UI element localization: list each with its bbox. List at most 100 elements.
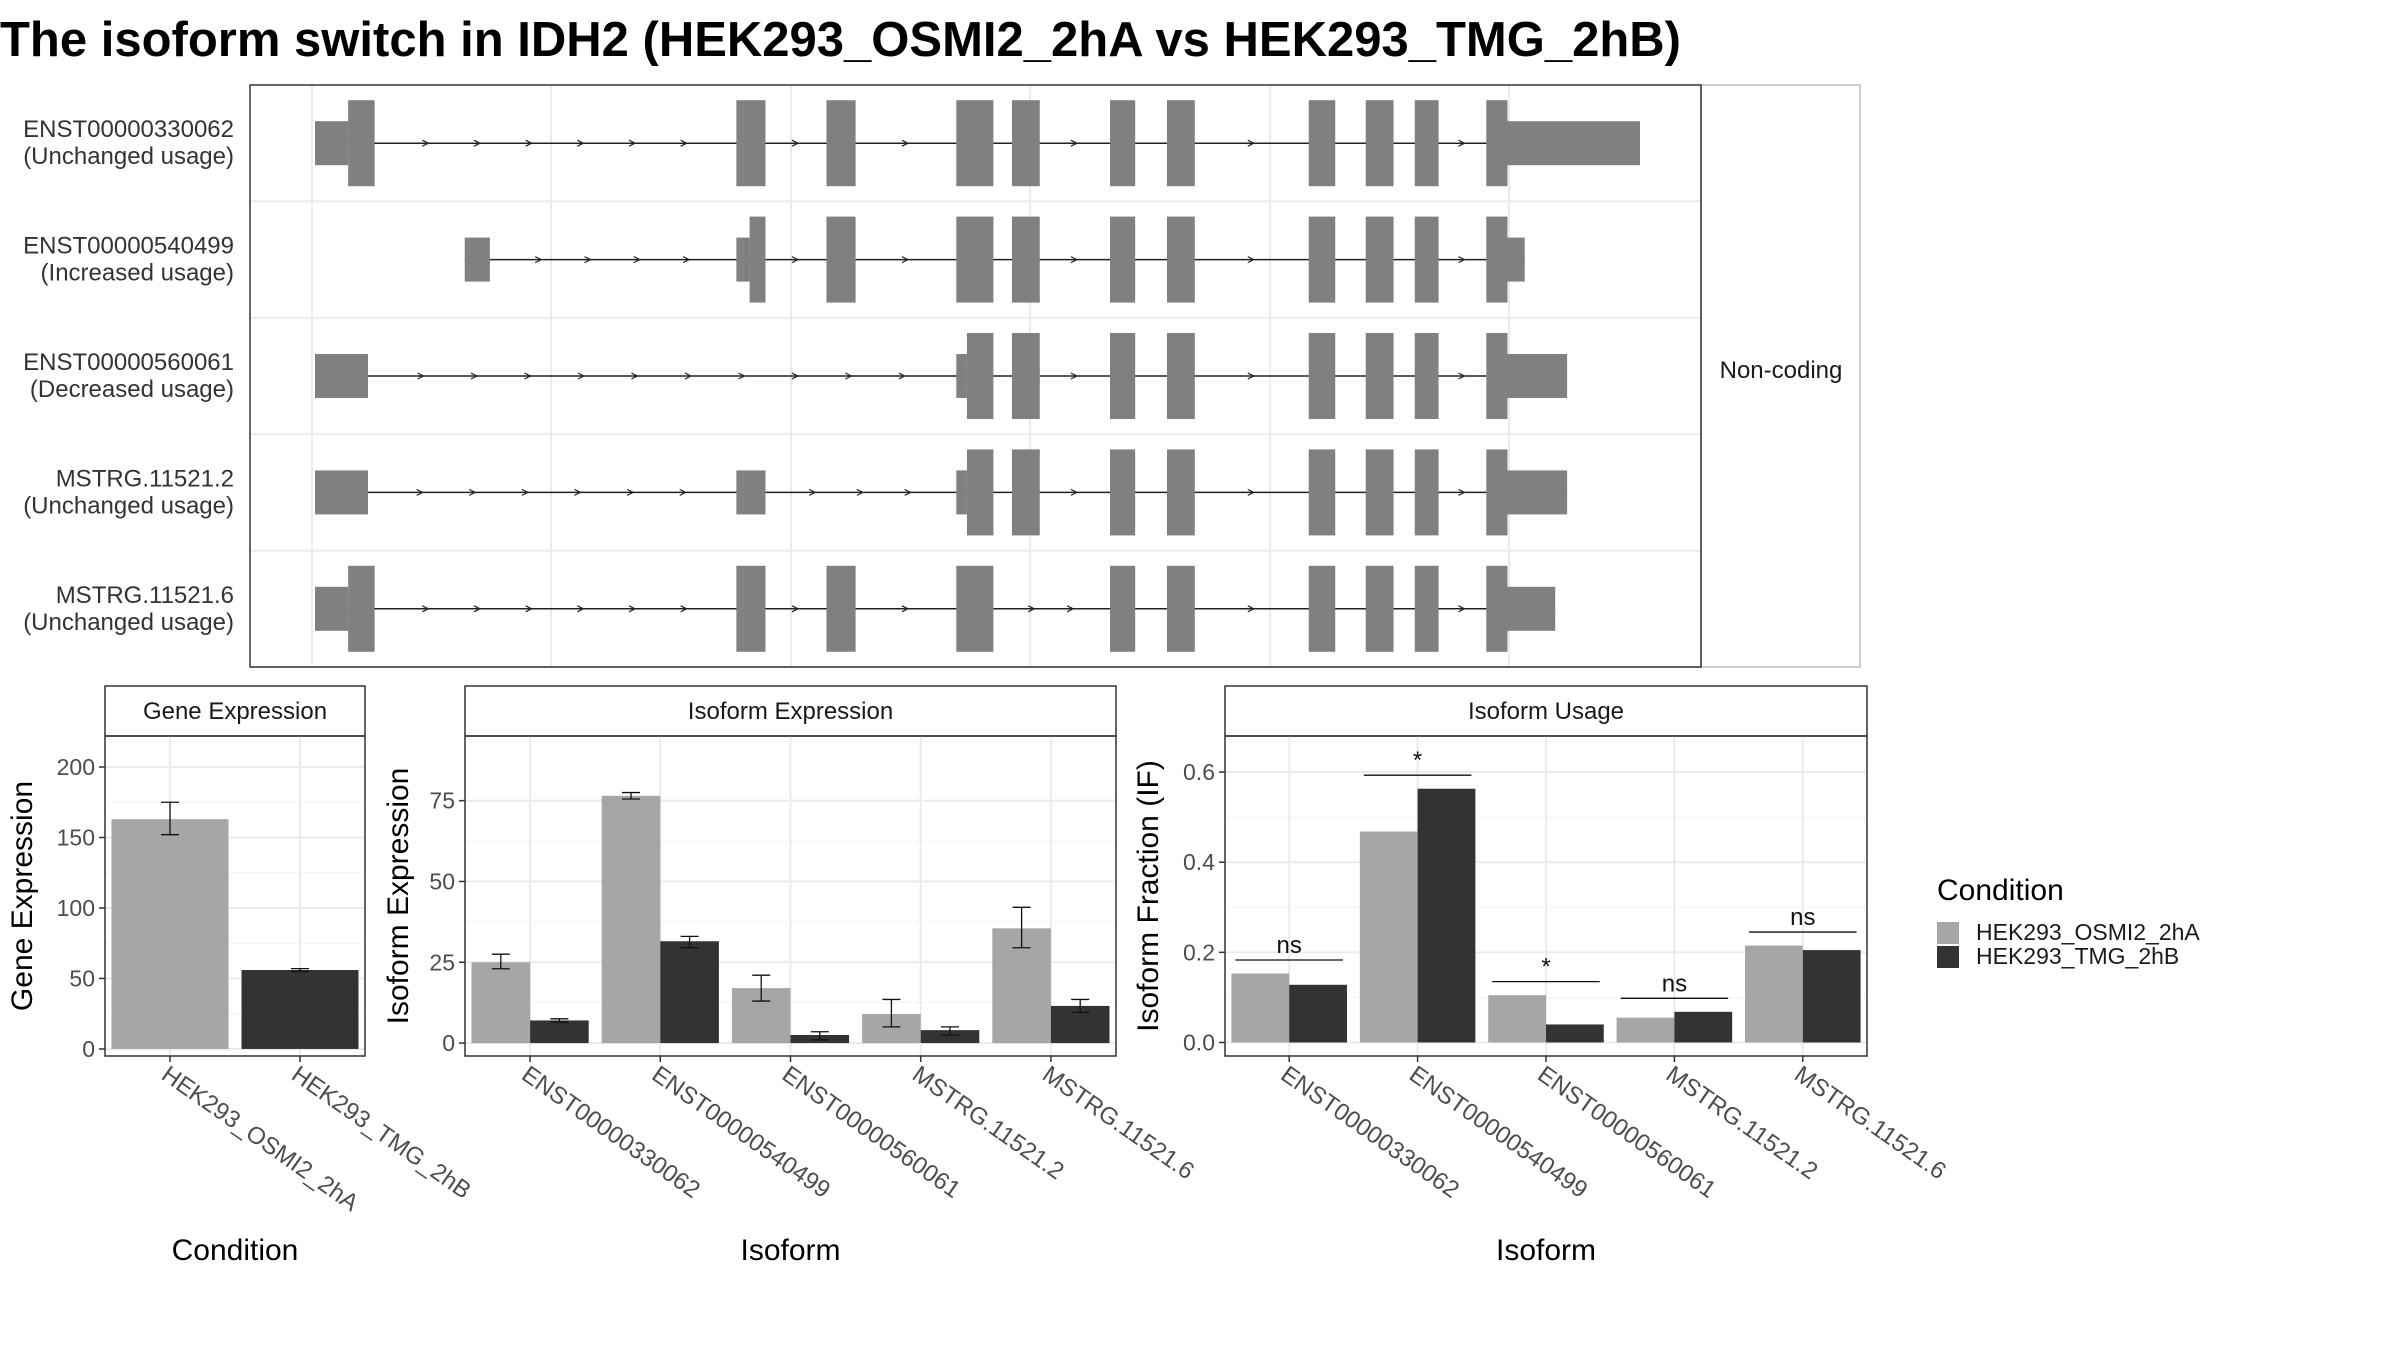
isoform-expression-panel: Isoform Expression0255075ENST00000330062…: [382, 685, 1199, 1267]
direction-arrow: [631, 372, 639, 380]
exon-block: [1486, 216, 1508, 303]
direction-arrow: [1458, 605, 1466, 613]
significance-label: *: [1413, 747, 1422, 774]
direction-arrow: [525, 605, 533, 613]
exon-block: [1011, 216, 1040, 303]
strip-box: [1224, 685, 1868, 737]
exon-block: [956, 354, 967, 398]
exon-block: [1166, 333, 1195, 419]
direction-arrow: [626, 488, 635, 496]
significance-label: *: [1541, 954, 1550, 981]
exon-block: [1011, 449, 1040, 536]
direction-arrow: [416, 488, 424, 496]
exon-block: [1166, 565, 1195, 652]
transcript-usage-label: (Increased usage): [41, 260, 234, 287]
direction-arrow: [791, 139, 800, 147]
direction-arrow: [1070, 488, 1079, 496]
direction-arrow: [577, 139, 585, 147]
direction-arrow: [524, 372, 532, 380]
exon-block: [1507, 237, 1525, 282]
significance-label: ns: [1662, 970, 1687, 997]
bar: [1289, 984, 1347, 1043]
exon-block: [956, 470, 967, 515]
isoform-usage-panel: Isoform Usagens**nsns0.00.20.40.6ENST000…: [1132, 685, 1951, 1267]
direction-arrow: [1247, 605, 1256, 613]
direction-arrow: [845, 372, 853, 380]
transcript-id-label: ENST00000540499: [23, 233, 234, 260]
transcript-id-label: MSTRG.11521.2: [56, 465, 234, 492]
direction-arrow: [901, 605, 910, 613]
exon-block: [1414, 333, 1439, 419]
exon-block: [348, 100, 375, 187]
bar: [1616, 1017, 1675, 1043]
exon-block: [1308, 100, 1336, 187]
y-axis-title: Isoform Expression: [382, 768, 415, 1025]
bar: [920, 1030, 980, 1044]
bar: [1802, 950, 1861, 1043]
y-axis-title: Gene Expression: [6, 781, 39, 1011]
transcript-id-label: ENST00000330062: [23, 116, 234, 143]
isoform-structure-panel: ENST00000330062(Unchanged usage) ENST0000…: [23, 84, 1861, 668]
exon-block: [1365, 333, 1394, 419]
exon-block: [1365, 216, 1394, 303]
exon-block: [736, 565, 766, 652]
bar: [1359, 831, 1418, 1043]
legend-entry-label: HEK293_OSMI2_2hA: [1976, 919, 2200, 945]
exon-block: [1166, 100, 1195, 187]
direction-arrow: [584, 256, 592, 264]
bar: [1417, 788, 1476, 1043]
legend-entry-label: HEK293_TMG_2hB: [1976, 943, 2179, 969]
transcript-id-label: MSTRG.11521.6: [56, 582, 234, 609]
exon-block: [1486, 449, 1508, 536]
y-tick-label: 75: [429, 788, 455, 814]
direction-arrow: [534, 256, 543, 264]
exon-block: [315, 354, 368, 398]
direction-arrow: [1070, 372, 1079, 380]
exon-block: [1365, 449, 1394, 536]
exon-block: [1507, 470, 1568, 515]
y-tick-label: 0.6: [1183, 759, 1215, 785]
legend-title: Condition: [1937, 874, 2064, 907]
exon-block: [826, 565, 856, 652]
bar: [1231, 973, 1290, 1043]
exon-block: [1110, 565, 1136, 652]
exon-block: [1308, 333, 1336, 419]
exon-block: [736, 100, 766, 187]
exon-block: [749, 216, 766, 303]
direction-arrow: [791, 256, 800, 264]
y-tick-label: 150: [57, 824, 95, 850]
direction-arrow: [521, 488, 530, 496]
transcript-usage-label: (Decreased usage): [30, 376, 234, 403]
direction-arrow: [577, 605, 585, 613]
strip-title: Isoform Usage: [1468, 698, 1624, 725]
exon-block: [315, 121, 349, 166]
exon-block: [1110, 216, 1136, 303]
exon-block: [1507, 586, 1556, 631]
legend-swatch: [1937, 922, 1959, 944]
direction-arrow: [680, 139, 689, 147]
structure-strip-box: [1700, 84, 1861, 668]
direction-arrow: [791, 372, 800, 380]
exon-block: [1507, 354, 1568, 398]
transcript-usage-label: (Unchanged usage): [23, 143, 234, 170]
direction-arrow: [1070, 139, 1079, 147]
exon-block: [956, 216, 994, 303]
direction-arrow: [856, 488, 865, 496]
direction-arrow: [1458, 256, 1466, 264]
direction-arrow: [1247, 488, 1256, 496]
exon-block: [1011, 333, 1040, 419]
direction-arrow: [417, 372, 425, 380]
exon-block: [1110, 333, 1136, 419]
exon-block: [1011, 100, 1040, 187]
exon-block: [464, 237, 490, 282]
exon-block: [956, 100, 994, 187]
bar: [530, 1020, 589, 1044]
direction-arrow: [628, 605, 637, 613]
panel-border: [104, 735, 366, 1057]
direction-arrow: [738, 372, 746, 380]
exon-block: [1308, 216, 1336, 303]
bar: [1674, 1011, 1733, 1043]
exon-block: [315, 586, 349, 631]
